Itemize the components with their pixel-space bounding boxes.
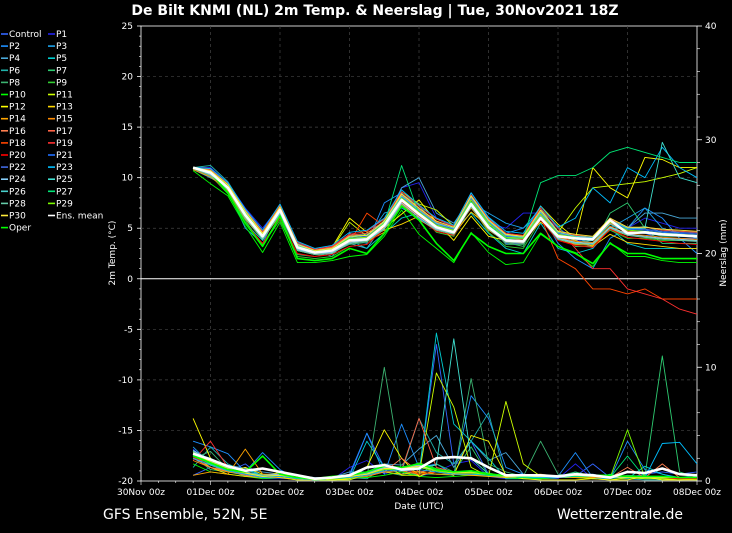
x-tick-label: 06Dec 00z [534, 488, 582, 498]
footer-source: Wetterzentrale.de [557, 507, 683, 523]
legend-entry: P1 [56, 30, 67, 40]
temp-line-oper [192, 166, 697, 265]
legend-entry: P6 [9, 66, 20, 76]
x-tick-label: 04Dec 00z [395, 488, 443, 498]
legend-entry: P15 [56, 115, 73, 125]
legend-entry: P26 [9, 187, 26, 197]
y-tick-label: -15 [118, 426, 133, 436]
legend-entry: P11 [56, 91, 73, 101]
y-tick-label: 0 [127, 275, 133, 285]
legend-entry: P20 [9, 151, 26, 161]
axes: 30Nov 00z 01Dec 00z 02Dec 00z 03Dec 00z 04De… [117, 22, 721, 498]
temp-line-p28 [192, 168, 698, 255]
legend-entry: P5 [56, 54, 67, 64]
legend-entry: Control [9, 30, 42, 40]
x-tick-label: 03Dec 00z [326, 488, 374, 498]
legend-entry: P3 [56, 42, 67, 52]
temp-line-ens-mean [192, 166, 698, 254]
precip-lines [192, 332, 698, 481]
y2-axis-label: Neerslag (mm) [719, 219, 729, 286]
x-tick-label: 07Dec 00z [604, 488, 652, 498]
legend-entry: Ens. mean [56, 212, 103, 222]
chart-title: De Bilt KNMI (NL) 2m Temp. & Neerslag | … [131, 3, 618, 19]
temp-line-p23 [193, 146, 698, 249]
y-tick-label: -5 [124, 325, 133, 335]
temp-line-p9 [192, 167, 697, 260]
temp-lines [192, 141, 698, 315]
legend-entry: P2 [9, 42, 20, 52]
legend-entry: P16 [9, 127, 26, 137]
legend-entry: P14 [9, 115, 26, 125]
temp-line-p30 [193, 167, 698, 251]
y-tick-label: 25 [122, 22, 133, 32]
y2-tick-label: 0 [705, 477, 711, 487]
legend-entry: Oper [9, 224, 31, 234]
precip-line-p2 [192, 395, 698, 481]
x-tick-label: 01Dec 00z [187, 488, 235, 498]
x-tick-label: 05Dec 00z [465, 488, 513, 498]
y-tick-label: -10 [118, 376, 133, 386]
y2-tick-label: 30 [705, 136, 717, 146]
legend-entry: P24 [9, 175, 26, 185]
temp-line-p24 [192, 167, 698, 254]
y-axis-label: 2m Temp. (°C) [108, 221, 118, 286]
legend-entry: P10 [9, 91, 26, 101]
x-tick-label: 30Nov 00z [117, 488, 165, 498]
footer-model: GFS Ensemble, 52N, 5E [103, 507, 268, 523]
legend: Control P1 P2 P3 P4 P5 P6 P7 P8 P9 P10 P11 P12 P13 P14… [1, 30, 103, 234]
temp-line-p19 [193, 167, 698, 315]
legend-entry: P30 [9, 212, 26, 222]
y-tick-label: 10 [122, 174, 134, 184]
legend-entry: P25 [56, 175, 73, 185]
legend-entry: P21 [56, 151, 73, 161]
legend-entry: P4 [9, 54, 20, 64]
legend-entry: P19 [56, 139, 73, 149]
legend-entry: P12 [9, 103, 26, 113]
legend-entry: P23 [56, 163, 73, 173]
y2-tick-label: 20 [705, 250, 717, 260]
legend-entry: P18 [9, 139, 26, 149]
legend-entry: P9 [56, 78, 67, 88]
y-tick-label: 5 [127, 224, 133, 234]
legend-entry: P7 [56, 66, 67, 76]
legend-entry: P28 [9, 199, 26, 209]
x-tick-label: 08Dec 00z [673, 488, 721, 498]
y2-tick-label: 40 [705, 22, 717, 32]
y-tick-label: 20 [122, 73, 134, 83]
legend-entry: P22 [9, 163, 26, 173]
y2-tick-label: 10 [705, 363, 717, 373]
y-tick-label: -20 [118, 477, 133, 487]
legend-entry: P13 [56, 103, 73, 113]
x-axis-label: Date (UTC) [394, 502, 443, 512]
legend-entry: P29 [56, 199, 73, 209]
x-tick-label: 02Dec 00z [256, 488, 304, 498]
legend-entry: P8 [9, 78, 20, 88]
precip-line-ens-mean [192, 452, 698, 481]
legend-entry: P27 [56, 187, 73, 197]
y-tick-label: 15 [122, 123, 133, 133]
legend-entry: P17 [56, 127, 73, 137]
